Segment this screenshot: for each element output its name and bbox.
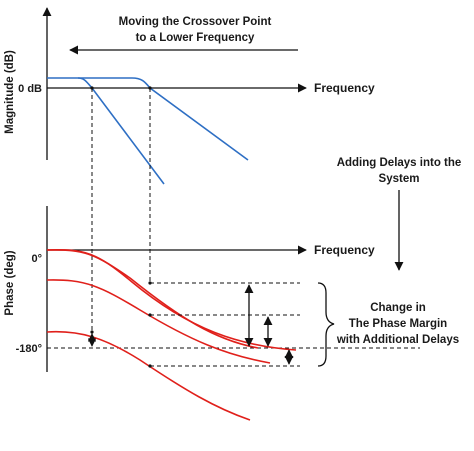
crossover-annotation-line2: to a Lower Frequency (136, 32, 255, 44)
delay-annotation-line1: Adding Delays into the (337, 157, 462, 169)
phase-minus180-tick: -180° (16, 343, 42, 355)
delay-annotation-line2: System (379, 173, 420, 185)
magnitude-axis-label: Magnitude (dB) (4, 50, 16, 134)
phase-point-new (90, 330, 94, 334)
phase-curve-2 (46, 279, 271, 364)
magnitude-curve-original (78, 77, 249, 161)
phase-zero-tick: 0° (31, 253, 42, 265)
magnitude-curve-with-delay (47, 77, 165, 185)
phase-axis-label: Phase (deg) (4, 250, 16, 315)
crossover-annotation-line1: Moving the Crossover Point (119, 16, 272, 28)
bracket-annotation-line1: Change in (370, 302, 426, 314)
magnitude-frequency-label: Frequency (314, 81, 375, 95)
phase-frequency-label: Frequency (314, 243, 375, 257)
magnitude-zero-tick: 0 dB (18, 83, 42, 95)
phase-curve-3 (46, 330, 251, 421)
phase-margin-bracket (317, 282, 335, 367)
bracket-annotation-line3: with Additional Delays (336, 334, 459, 346)
bracket-annotation-line2: The Phase Margin (349, 318, 447, 330)
